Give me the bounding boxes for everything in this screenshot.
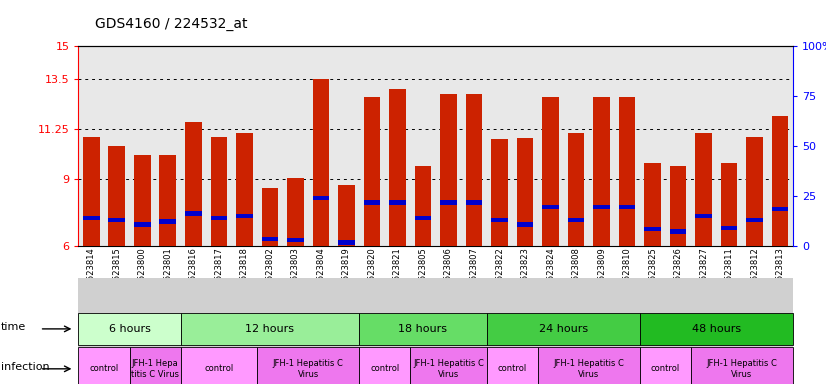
Bar <box>134 222 150 227</box>
Bar <box>236 214 253 218</box>
Bar <box>108 146 125 246</box>
Bar <box>415 166 431 246</box>
Bar <box>542 205 559 209</box>
Bar <box>747 218 763 222</box>
Bar <box>236 132 253 246</box>
Bar <box>567 218 584 222</box>
Bar <box>491 139 508 246</box>
Text: infection: infection <box>1 362 50 372</box>
Bar <box>491 218 508 222</box>
Bar <box>363 200 380 205</box>
Bar <box>83 216 99 220</box>
Bar <box>772 116 789 246</box>
Text: 48 hours: 48 hours <box>692 324 741 334</box>
Text: JFH-1 Hepatitis C
Virus: JFH-1 Hepatitis C Virus <box>706 359 777 379</box>
Text: control: control <box>89 364 119 373</box>
Text: 18 hours: 18 hours <box>398 324 448 334</box>
Bar <box>83 137 99 246</box>
Bar <box>338 240 354 245</box>
Bar <box>517 138 534 246</box>
Text: JFH-1 Hepatitis C
Virus: JFH-1 Hepatitis C Virus <box>553 359 624 379</box>
Bar <box>567 132 584 246</box>
Bar <box>670 166 686 246</box>
Bar <box>211 137 227 246</box>
Text: time: time <box>1 322 26 332</box>
Bar <box>287 238 304 242</box>
Bar <box>772 207 789 211</box>
Bar <box>389 200 406 205</box>
Bar <box>721 162 738 246</box>
Text: 24 hours: 24 hours <box>539 324 588 334</box>
Bar <box>466 200 482 205</box>
Text: JFH-1 Hepa
titis C Virus: JFH-1 Hepa titis C Virus <box>131 359 179 379</box>
Bar <box>108 218 125 222</box>
Bar <box>338 185 354 246</box>
Bar <box>185 121 202 246</box>
Bar <box>159 155 176 246</box>
Text: control: control <box>651 364 680 373</box>
Text: JFH-1 Hepatitis C
Virus: JFH-1 Hepatitis C Virus <box>413 359 484 379</box>
Bar <box>542 97 559 246</box>
Bar <box>670 229 686 233</box>
Text: control: control <box>204 364 234 373</box>
Bar <box>440 94 457 246</box>
Bar <box>312 196 330 200</box>
Bar <box>134 155 150 246</box>
Bar <box>721 226 738 230</box>
Bar <box>695 132 712 246</box>
Bar <box>747 137 763 246</box>
Bar <box>466 94 482 246</box>
Bar <box>262 188 278 246</box>
Bar <box>593 205 610 209</box>
Bar <box>619 97 635 246</box>
Bar <box>262 237 278 241</box>
Bar <box>211 216 227 220</box>
Text: control: control <box>497 364 527 373</box>
Bar <box>619 205 635 209</box>
Bar <box>593 97 610 246</box>
Text: 6 hours: 6 hours <box>108 324 150 334</box>
Bar <box>517 222 534 227</box>
Bar <box>287 178 304 246</box>
Bar <box>440 200 457 205</box>
Bar <box>312 79 330 246</box>
Bar <box>695 214 712 218</box>
Bar <box>644 227 661 231</box>
Text: JFH-1 Hepatitis C
Virus: JFH-1 Hepatitis C Virus <box>273 359 344 379</box>
Bar <box>185 211 202 216</box>
Bar <box>389 89 406 246</box>
Bar <box>415 216 431 220</box>
Text: GDS4160 / 224532_at: GDS4160 / 224532_at <box>95 17 248 31</box>
Bar <box>159 219 176 223</box>
Bar <box>363 97 380 246</box>
Bar <box>644 162 661 246</box>
Text: 12 hours: 12 hours <box>245 324 294 334</box>
Text: control: control <box>370 364 399 373</box>
